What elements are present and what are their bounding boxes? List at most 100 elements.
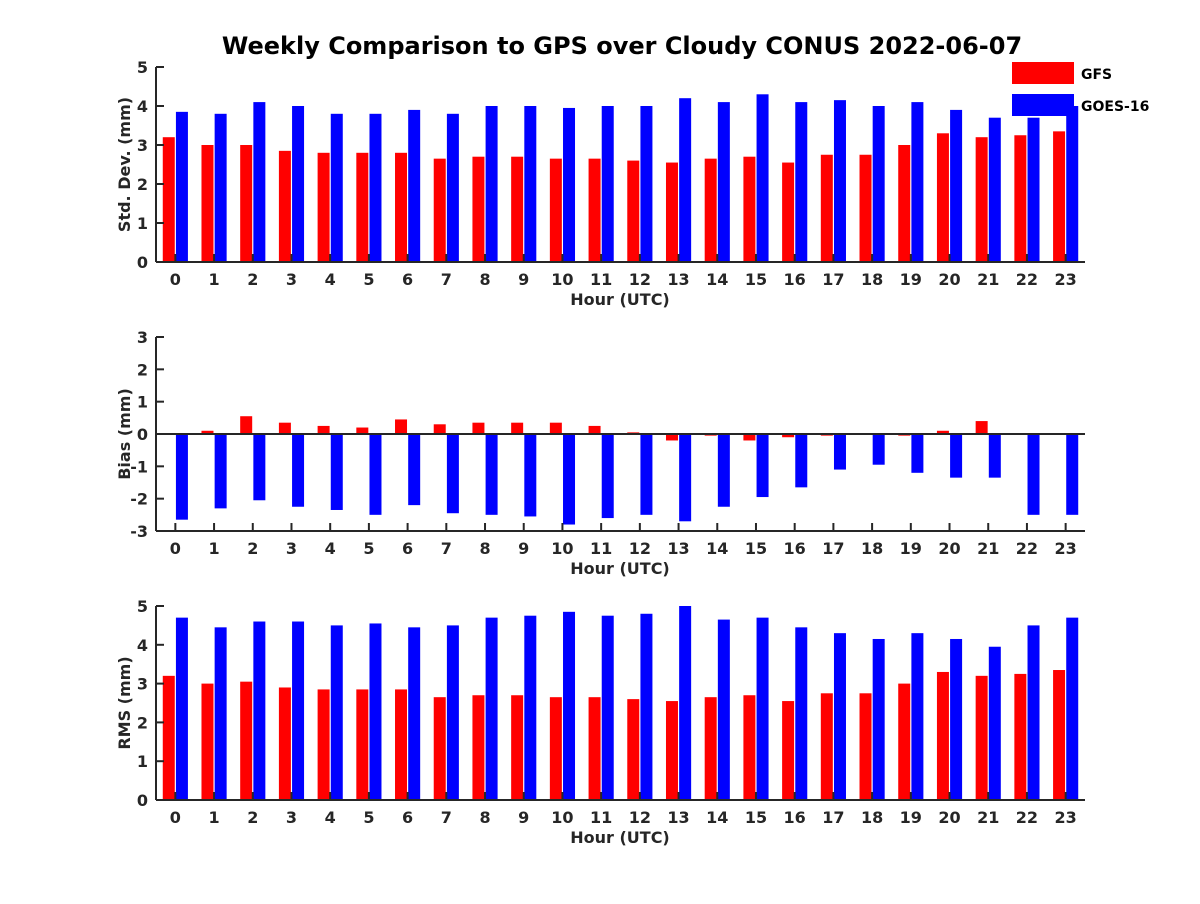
bar-gfs-hour-3: [278, 687, 291, 800]
x-tick-label: 17: [822, 270, 844, 289]
bar-gfs-hour-23: [1053, 670, 1066, 800]
bar-goes-16-hour-5: [369, 434, 382, 515]
bar-gfs-hour-7: [433, 697, 446, 800]
x-tick-label: 22: [1016, 270, 1038, 289]
bar-goes-16-hour-12: [640, 106, 653, 262]
x-tick-label: 16: [784, 539, 806, 558]
bar-gfs-hour-5: [356, 152, 369, 262]
bar-goes-16-hour-20: [950, 638, 963, 800]
x-tick-label: 13: [667, 539, 689, 558]
x-tick-label: 2: [247, 270, 258, 289]
bar-gfs-hour-1: [201, 145, 214, 262]
bar-goes-16-hour-22: [1027, 434, 1040, 515]
bar-gfs-hour-18: [859, 154, 872, 262]
bar-gfs-hour-8: [472, 695, 485, 800]
x-tick-label: 19: [900, 808, 922, 827]
bar-goes-16-hour-14: [717, 434, 730, 507]
bar-gfs-hour-12: [627, 160, 640, 262]
bar-gfs-hour-10: [549, 158, 562, 262]
bar-gfs-hour-16: [782, 701, 795, 800]
bar-gfs-hour-5: [356, 689, 369, 800]
bar-goes-16-hour-6: [408, 109, 421, 263]
bar-goes-16-hour-13: [679, 98, 692, 262]
bar-gfs-hour-5: [356, 427, 369, 434]
bar-gfs-hour-15: [743, 156, 756, 262]
bar-gfs-hour-23: [1053, 131, 1066, 262]
x-tick-label: 0: [170, 270, 181, 289]
x-tick-label: 4: [325, 539, 336, 558]
legend-label: GOES-16: [1081, 99, 1149, 115]
y-axis-label: Std. Dev. (mm): [115, 97, 134, 232]
bar-goes-16-hour-16: [795, 434, 808, 488]
x-tick-label: 11: [590, 270, 612, 289]
x-tick-label: 20: [938, 270, 960, 289]
bar-gfs-hour-21: [975, 137, 988, 262]
x-tick-label: 21: [977, 270, 999, 289]
y-tick-label: 2: [137, 175, 148, 194]
bar-gfs-hour-21: [975, 421, 988, 434]
x-tick-label: 22: [1016, 539, 1038, 558]
bar-goes-16-hour-3: [292, 621, 305, 800]
bar-goes-16-hour-9: [524, 434, 537, 517]
legend-swatch-goes-16: [1012, 94, 1074, 116]
y-axis-label: RMS (mm): [115, 656, 134, 749]
bar-goes-16-hour-5: [369, 623, 382, 800]
bar-goes-16-hour-8: [485, 434, 498, 515]
bar-goes-16-hour-21: [988, 646, 1001, 800]
x-tick-label: 5: [363, 808, 374, 827]
x-tick-label: 1: [208, 808, 219, 827]
x-axis-label: Hour (UTC): [570, 559, 670, 578]
x-tick-label: 12: [629, 539, 651, 558]
bar-goes-16-hour-4: [330, 625, 343, 800]
bar-goes-16-hour-4: [330, 113, 343, 262]
x-tick-label: 10: [551, 539, 573, 558]
bar-goes-16-hour-22: [1027, 117, 1040, 262]
x-tick-label: 23: [1055, 539, 1077, 558]
x-tick-label: 4: [325, 808, 336, 827]
x-axis-label: Hour (UTC): [570, 828, 670, 847]
x-tick-label: 11: [590, 808, 612, 827]
bar-gfs-hour-8: [472, 422, 485, 434]
bar-goes-16-hour-12: [640, 434, 653, 515]
bar-goes-16-hour-7: [446, 434, 459, 514]
bar-gfs-hour-4: [317, 425, 330, 434]
x-tick-label: 16: [784, 270, 806, 289]
bar-goes-16-hour-11: [601, 106, 614, 262]
bar-gfs-hour-13: [665, 434, 678, 441]
bar-goes-16-hour-0: [175, 434, 188, 520]
bar-gfs-hour-22: [1014, 673, 1027, 800]
bar-goes-16-hour-8: [485, 106, 498, 262]
bar-gfs-hour-0: [162, 675, 175, 800]
bar-goes-16-hour-8: [485, 617, 498, 800]
bar-goes-16-hour-1: [214, 627, 227, 800]
x-tick-label: 10: [551, 270, 573, 289]
bar-goes-16-hour-21: [988, 117, 1001, 262]
bar-goes-16-hour-15: [756, 94, 769, 262]
bar-goes-16-hour-6: [408, 434, 421, 506]
legend-swatch-gfs: [1012, 62, 1074, 84]
bar-goes-16-hour-14: [717, 102, 730, 262]
bar-gfs-hour-1: [201, 683, 214, 800]
x-axis-label: Hour (UTC): [570, 290, 670, 309]
bar-goes-16-hour-20: [950, 434, 963, 478]
y-tick-label: 2: [137, 713, 148, 732]
x-tick-label: 9: [518, 539, 529, 558]
y-tick-label: 4: [137, 636, 148, 655]
x-tick-label: 15: [745, 539, 767, 558]
x-tick-label: 13: [667, 808, 689, 827]
bar-gfs-hour-9: [511, 156, 524, 262]
bar-gfs-hour-15: [743, 434, 756, 441]
bar-goes-16-hour-11: [601, 434, 614, 519]
bar-gfs-hour-14: [704, 697, 717, 800]
x-tick-label: 18: [861, 808, 883, 827]
x-tick-label: 8: [479, 539, 490, 558]
bar-gfs-hour-2: [240, 145, 253, 262]
bar-goes-16-hour-11: [601, 615, 614, 800]
bar-gfs-hour-12: [627, 699, 640, 800]
x-tick-label: 15: [745, 808, 767, 827]
bar-gfs-hour-6: [395, 152, 408, 262]
y-axis-label: Bias (mm): [115, 388, 134, 480]
bar-gfs-hour-8: [472, 156, 485, 262]
